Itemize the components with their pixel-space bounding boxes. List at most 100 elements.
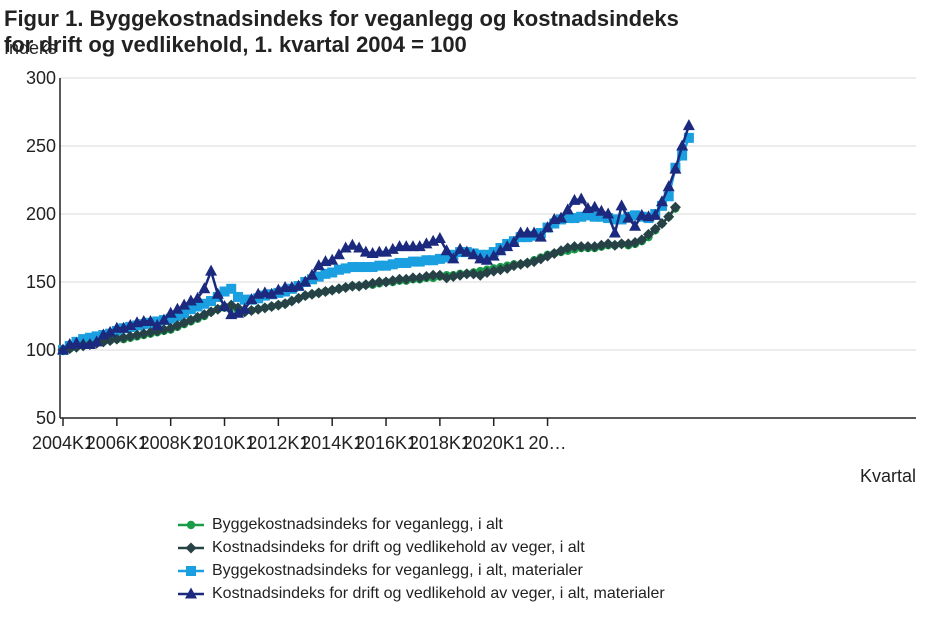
data-point: [231, 306, 244, 318]
data-point: [57, 343, 69, 355]
x-tick-label: 2020K1: [463, 433, 525, 453]
data-point: [387, 259, 398, 270]
data-point: [575, 241, 587, 253]
x-tick-label: 2012K1: [247, 433, 309, 453]
data-point: [340, 263, 351, 274]
legend-label: Kostnadsindeks for drift og vedlikehold …: [212, 584, 665, 602]
legend-item: Kostnadsindeks for drift og vedlikehold …: [176, 582, 665, 605]
data-point: [186, 520, 196, 529]
legend-item: Kostnadsindeks for drift og vedlikehold …: [176, 536, 665, 559]
data-point: [582, 210, 593, 221]
data-point: [589, 211, 600, 222]
data-point: [306, 268, 319, 280]
data-point: [326, 253, 339, 265]
series-group: [57, 119, 695, 356]
data-point: [265, 287, 278, 299]
data-point: [555, 211, 568, 223]
data-point: [232, 291, 243, 302]
data-point: [609, 214, 620, 225]
data-point: [198, 282, 211, 294]
data-point: [407, 256, 418, 267]
data-point: [218, 299, 231, 311]
x-tick-label: 2004K1: [32, 433, 94, 453]
data-point: [144, 314, 157, 326]
data-point: [428, 255, 439, 266]
data-point: [394, 257, 405, 268]
data-point: [440, 244, 453, 256]
data-point: [185, 542, 197, 553]
data-point: [669, 201, 681, 213]
data-point: [615, 199, 628, 211]
data-point: [186, 565, 196, 576]
data-point: [313, 271, 324, 282]
x-axis-label: Kvartal: [860, 466, 916, 486]
axes: 50 100 150 200 250 300 2004K12006K12008K12010K…: [26, 68, 916, 453]
data-point: [373, 276, 385, 288]
y-tick-label: 300: [26, 68, 56, 88]
data-point: [191, 291, 204, 303]
data-point: [663, 191, 674, 202]
data-point: [219, 286, 230, 297]
data-point: [245, 293, 258, 305]
chart-title: Figur 1. Byggekostnadsindeks for veganle…: [4, 6, 679, 57]
data-point: [401, 257, 412, 268]
data-point: [541, 221, 554, 233]
data-point: [568, 241, 580, 253]
data-point: [192, 301, 203, 312]
data-point: [467, 248, 480, 260]
x-tick-label: 2016K1: [355, 433, 417, 453]
data-point: [507, 236, 520, 248]
data-point: [616, 238, 628, 250]
data-point: [347, 262, 358, 273]
data-point: [157, 313, 170, 325]
data-point: [84, 332, 95, 343]
data-point: [447, 252, 460, 264]
data-point: [165, 313, 176, 324]
y-tick-label: 50: [36, 408, 56, 428]
data-point: [441, 252, 452, 263]
data-point: [374, 260, 385, 271]
x-tick-label: 2008K1: [140, 433, 202, 453]
data-point: [320, 268, 331, 279]
data-point: [299, 275, 312, 287]
data-point: [576, 211, 587, 222]
y-axis-label: Indeks: [4, 38, 58, 58]
data-point: [292, 279, 305, 291]
legend-swatch: [178, 587, 204, 598]
data-point: [602, 207, 615, 219]
data-point: [205, 264, 218, 276]
data-point: [394, 273, 405, 285]
data-point: [494, 244, 507, 256]
data-point: [172, 311, 183, 321]
data-point: [360, 262, 371, 273]
data-point: [629, 219, 642, 231]
data-point: [381, 260, 392, 271]
data-point: [238, 302, 251, 314]
data-point: [649, 223, 661, 235]
data-point: [226, 283, 237, 294]
data-point: [164, 306, 177, 318]
data-point: [630, 210, 641, 221]
data-point: [327, 267, 338, 278]
data-point: [676, 139, 689, 151]
data-point: [346, 280, 358, 292]
data-point: [569, 213, 580, 224]
y-tick-label: 100: [26, 340, 56, 360]
data-point: [487, 249, 500, 261]
data-point: [616, 214, 627, 225]
data-point: [636, 234, 648, 246]
data-point: [211, 287, 224, 299]
data-point: [434, 253, 445, 264]
data-point: [608, 226, 621, 238]
data-point: [333, 264, 344, 275]
x-tick-label: 2010K1: [193, 433, 255, 453]
data-point: [663, 211, 675, 223]
data-point: [90, 335, 103, 347]
data-point: [199, 298, 210, 309]
data-point: [622, 211, 635, 223]
legend-swatch: [178, 542, 204, 553]
x-tick-label: 2014K1: [301, 433, 363, 453]
legend-label: Kostnadsindeks for drift og vedlikehold …: [212, 538, 585, 556]
series-line: [62, 125, 691, 351]
data-point: [460, 245, 473, 257]
